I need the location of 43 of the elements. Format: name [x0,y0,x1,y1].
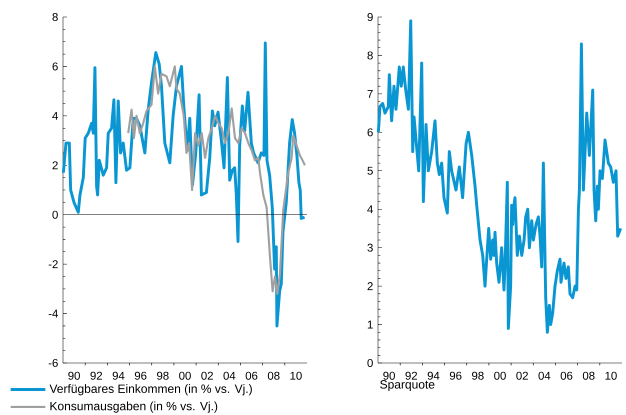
y-tick-label: 5 [367,166,373,175]
x-tick-label: 06 [246,372,258,380]
x-tick-label: 10 [290,372,302,380]
y-tick-label: 0 [367,359,373,368]
y-tick-label: 2 [368,282,373,290]
y-tick-label: 8 [52,13,58,22]
x-tick-label: 04 [538,372,550,380]
y-tick-label: 6 [52,62,58,70]
y-tick-label: 2 [52,161,58,170]
x-tick-label: 06 [560,372,572,380]
x-tick-label: 00 [179,372,191,380]
y-tick-label: -2 [48,260,58,268]
x-tick-label: 98 [472,372,484,380]
x-tick-label: 08 [268,372,280,380]
x-tick-label: 96 [450,372,462,380]
x-tick-label: 90 [68,372,80,380]
y-tick-label: 4 [367,205,373,214]
x-tick-label: 96 [134,372,146,380]
x-tick-label: 92 [90,372,102,380]
y-tick-label: 8 [367,51,373,60]
x-axis-title: Sparquote [380,380,434,392]
legend-label: Konsumausgaben (in % vs. Vj.) [50,402,218,413]
y-tick-label: -6 [48,359,58,368]
y-tick-label: 1 [368,320,373,328]
x-tick-label: 90 [383,372,395,380]
y-tick-label: 0 [52,210,58,219]
y-tick-label: 3 [367,244,373,252]
x-tick-label: 00 [494,372,506,380]
x-tick-label: 98 [157,372,169,380]
x-tick-label: 10 [605,372,617,380]
legend-label: Verfügbares Einkommen (in % vs. Vj.) [50,384,252,396]
y-tick-label: 9 [368,13,373,22]
y-tick-label: 7 [368,90,373,98]
y-tick-label: 6 [368,128,373,136]
x-tick-label: 02 [516,372,528,380]
x-tick-label: 94 [428,372,440,380]
x-tick-label: 02 [201,372,213,380]
x-tick-label: 04 [224,372,236,380]
x-tick-label: 94 [112,372,124,380]
y-tick-label: -4 [48,310,58,318]
y-tick-label: 4 [52,112,58,120]
x-tick-label: 08 [582,372,595,380]
x-tick-label: 92 [405,372,417,380]
